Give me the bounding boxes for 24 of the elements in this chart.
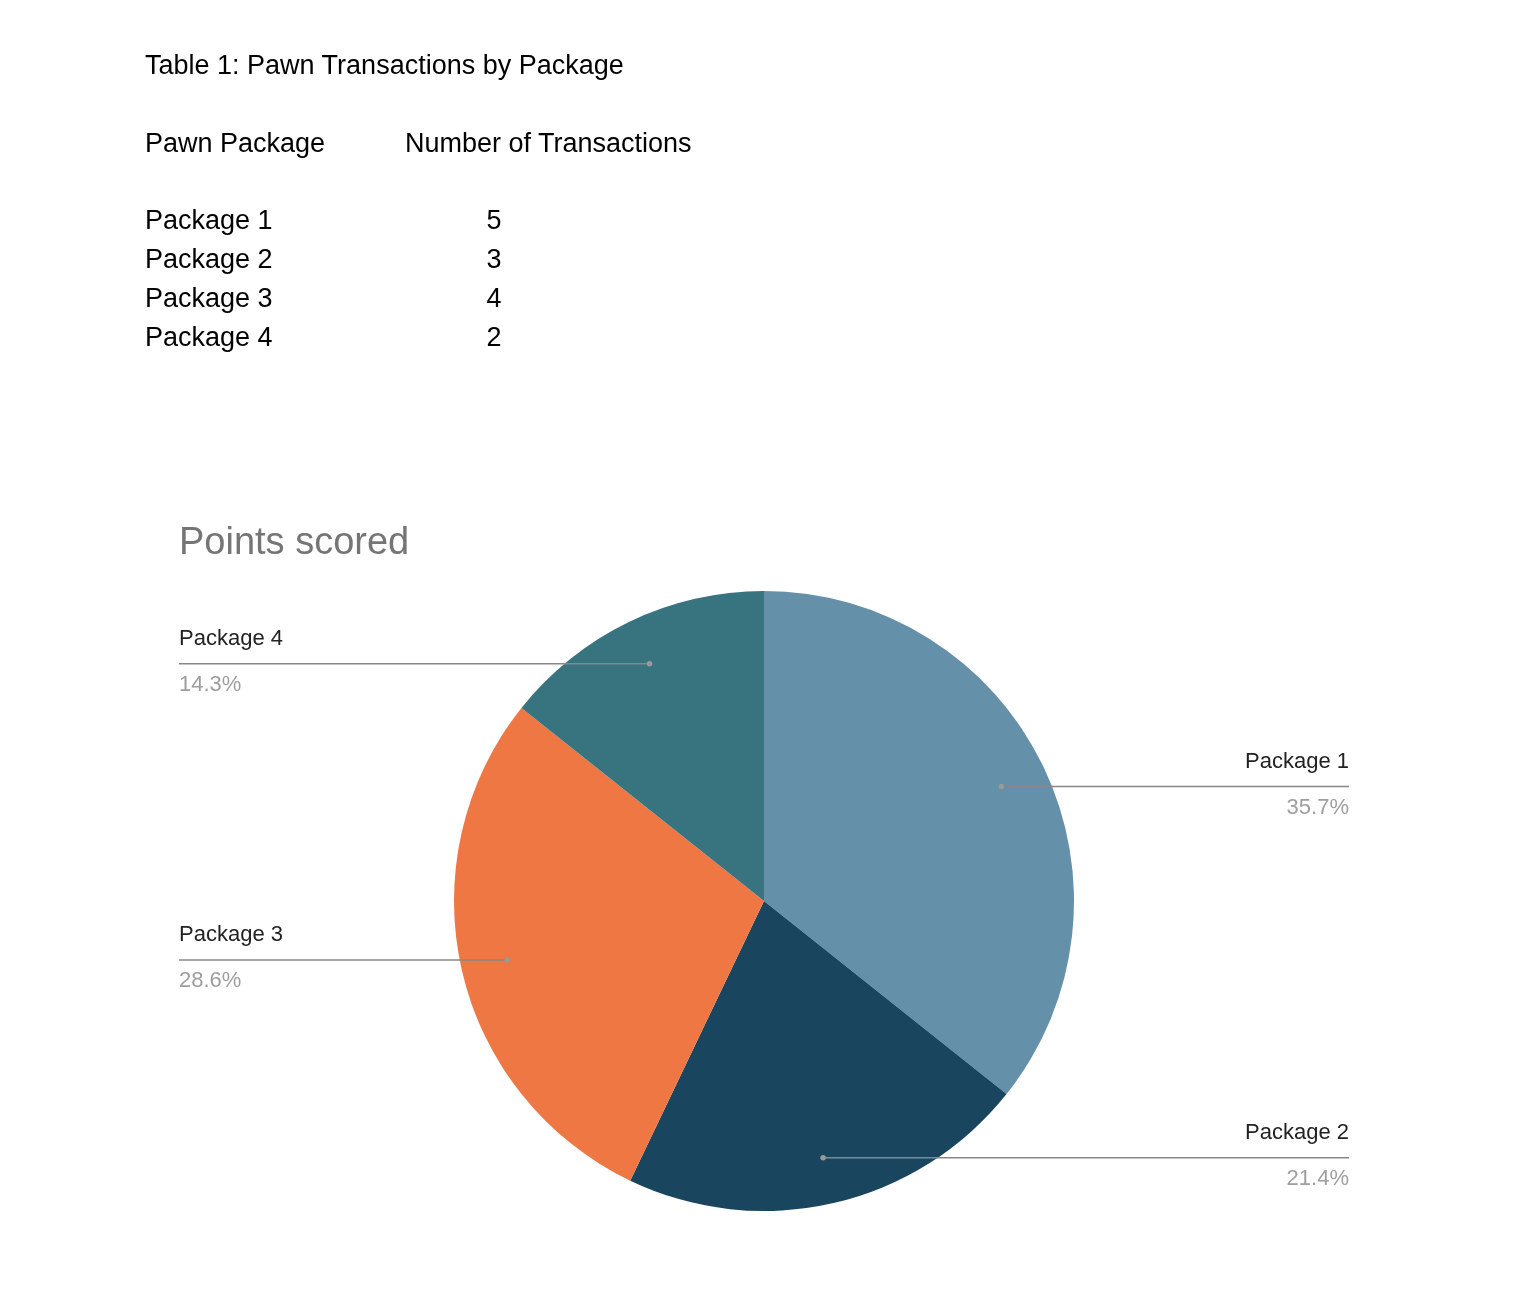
- text: 3: [486, 244, 502, 274]
- pie-slice: [454, 707, 764, 1181]
- pie-slice: [630, 901, 1007, 1211]
- text: 5: [486, 205, 502, 235]
- text: Package 2: [145, 244, 273, 274]
- slice-label: Package 2: [1245, 1118, 1349, 1144]
- text: 2: [486, 322, 502, 352]
- slice-label: Package 1: [1245, 747, 1349, 773]
- text: Pawn Package: [145, 128, 326, 158]
- data-label: 21.4%: [1286, 1164, 1349, 1190]
- pie-slice: [764, 591, 1074, 1095]
- text: Number of Transactions: [405, 128, 692, 158]
- text: Package 4: [145, 322, 273, 352]
- chart-title: Points scored: [179, 520, 410, 562]
- text: Package 3: [145, 283, 273, 313]
- text: 4: [486, 283, 502, 313]
- data-label: 28.6%: [179, 967, 242, 993]
- data-label: 14.3%: [179, 670, 242, 696]
- slice-label: Package 4: [179, 624, 283, 650]
- pie-slice: [521, 591, 764, 901]
- text: Package 1: [145, 205, 273, 235]
- data-label: 35.7%: [1286, 793, 1349, 819]
- slice-label: Package 3: [179, 921, 283, 947]
- caption: Table 1: Pawn Transactions by Package: [145, 50, 624, 80]
